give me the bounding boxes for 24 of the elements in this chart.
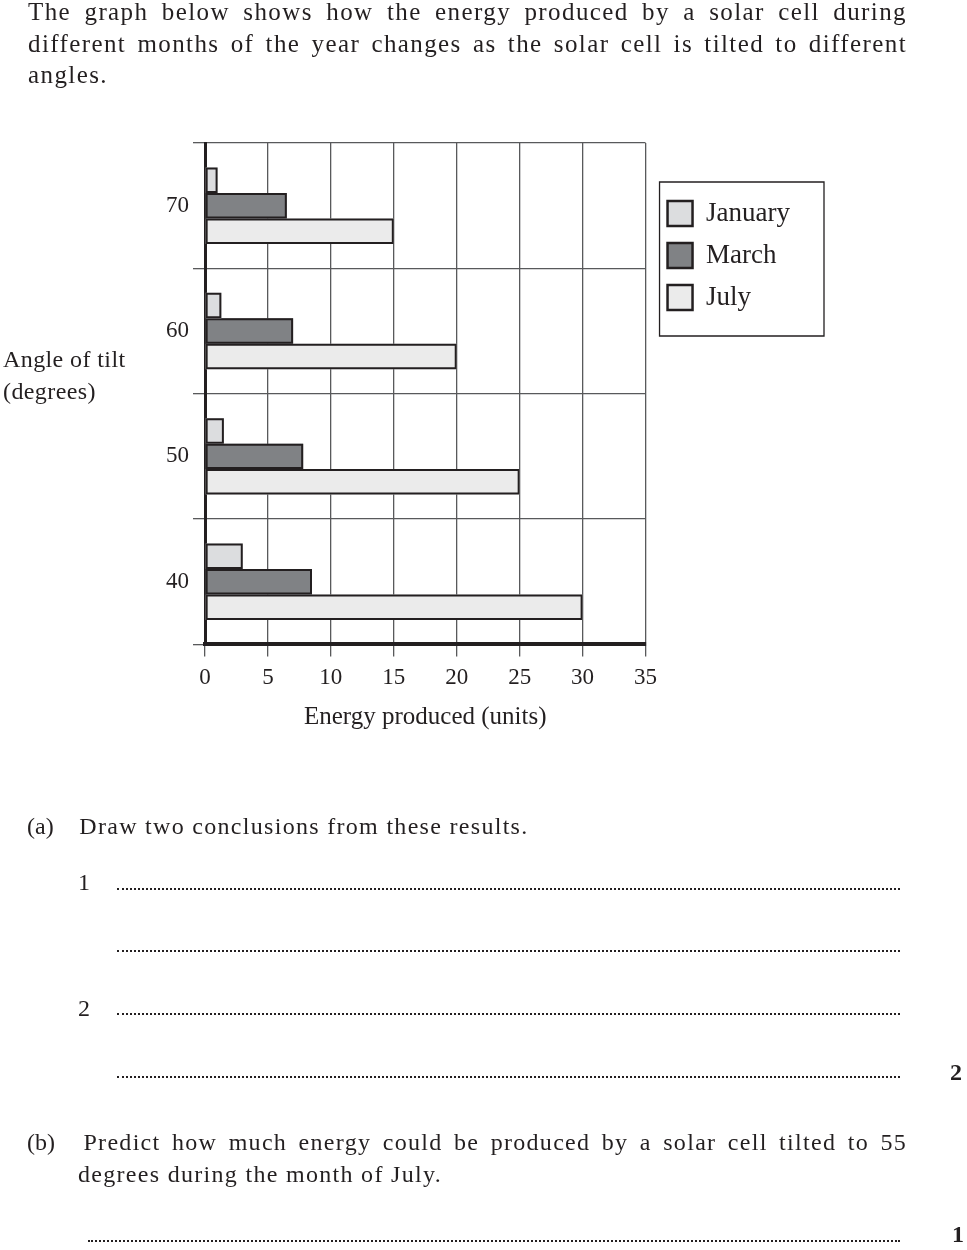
text: 1 — [78, 868, 92, 897]
x-tick-label: 35 — [634, 664, 658, 690]
y-tick-label: 50 — [166, 442, 189, 468]
text: (a) Draw two conclusions from these results. — [27, 812, 529, 841]
y-tick-label: 60 — [166, 317, 189, 343]
x-tick-label: 5 — [262, 664, 274, 690]
text: 2 — [78, 994, 92, 1023]
x-axis-title: Energy produced (units) — [304, 701, 547, 730]
legend-label: January — [706, 196, 791, 227]
chart-title: The graph below shows how the energy produced by a solar cell during different months of the year changes as the solar cell is tilted to different angles. — [28, 0, 907, 90]
text: 2 — [950, 1058, 964, 1087]
x-tick-label: 15 — [382, 664, 406, 690]
text: (b) Predict how much energy could be produced by a solar cell tilted to 55 degrees during the month of July. — [27, 1128, 907, 1187]
x-tick-label: 20 — [445, 664, 469, 690]
x-tick-label: 25 — [508, 664, 532, 690]
y-tick-label: 40 — [166, 567, 189, 593]
x-tick-label: 10 — [319, 664, 343, 690]
x-tick-label: 0 — [199, 664, 211, 690]
legend-label: March — [706, 238, 777, 269]
legend-label: July — [706, 280, 752, 311]
y-tick-label: 70 — [166, 191, 189, 217]
text: 1 — [952, 1220, 966, 1249]
x-tick-label: 30 — [571, 664, 595, 690]
y-axis-title: Angle of tilt (degrees) — [3, 345, 127, 406]
